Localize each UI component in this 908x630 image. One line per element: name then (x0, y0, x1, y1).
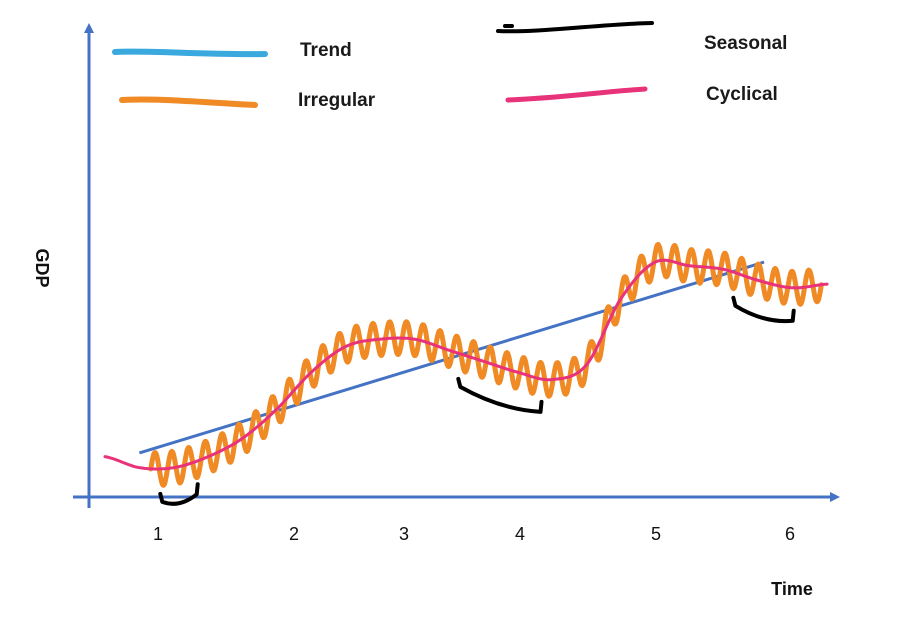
x-tick-label: 2 (289, 524, 299, 544)
legend-label-cyclical: Cyclical (706, 84, 778, 105)
legend-swatch-trend (112, 48, 268, 58)
x-axis-title: Time (771, 579, 813, 599)
legend: Trend Irregular Seasonal Cyclical (112, 21, 787, 111)
cyclical-layer (103, 258, 829, 471)
cyclical-line (103, 258, 829, 471)
x-tick-label: 4 (515, 524, 525, 544)
irregular-line (148, 242, 824, 488)
x-tick-label: 6 (785, 524, 795, 544)
legend-label-irregular: Irregular (298, 90, 376, 111)
seasonal-layer (158, 295, 796, 506)
x-tick-label: 5 (651, 524, 661, 544)
irregular-layer (148, 242, 824, 488)
y-axis-title: GDP (32, 248, 52, 287)
legend-label-trend: Trend (300, 40, 352, 61)
legend-label-seasonal: Seasonal (704, 33, 787, 54)
axes (73, 23, 840, 508)
legend-swatch-irregular (119, 96, 258, 108)
x-tick-label: 3 (399, 524, 409, 544)
seasonal-bracket (158, 482, 200, 506)
legend-swatch-seasonal (496, 21, 654, 34)
seasonal-bracket (456, 376, 544, 414)
x-tick-labels: 1 2 3 4 5 6 (153, 524, 795, 544)
x-tick-label: 1 (153, 524, 163, 544)
seasonal-bracket (731, 295, 796, 324)
legend-swatch-cyclical (505, 86, 648, 103)
